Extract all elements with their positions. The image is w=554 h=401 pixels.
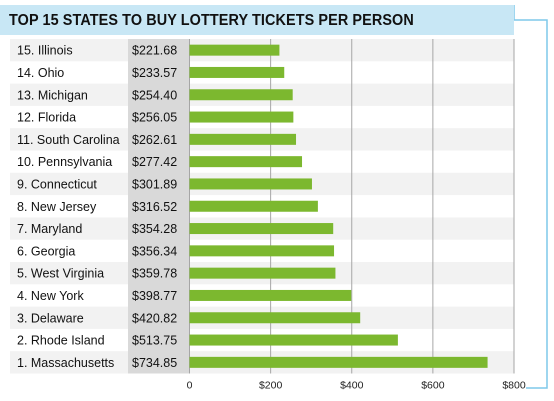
value-labels: $221.68 $233.57 $254.40 $256.05 $262.61 $277.… [132,44,177,370]
category-label: 13. Michigan [17,88,88,102]
x-tick-label: $800 [502,380,526,392]
category-label: 11. South Carolina [17,133,120,147]
bar [189,267,336,279]
value-label: $356.34 [132,244,177,258]
bar [189,44,280,56]
category-label: 3. Delaware [17,311,84,325]
category-label: 12. Florida [17,111,76,125]
category-label: 5. West Virginia [17,267,104,281]
value-label: $316.52 [132,200,177,214]
bar [189,245,335,257]
bar [189,178,312,190]
bar [189,111,294,123]
bars [189,44,488,368]
category-label: 14. Ohio [17,66,64,80]
bar [189,89,293,101]
x-axis-ticks: 0 $200 $400 $600 $800 [187,380,526,392]
bar [189,312,361,324]
value-label: $734.85 [132,356,177,370]
bar [189,289,352,301]
value-label: $256.05 [132,111,177,125]
category-label: 4. New York [17,289,84,303]
bar [189,200,318,212]
x-tick-label: $400 [340,380,364,392]
category-label: 15. Illinois [17,44,73,58]
value-label: $301.89 [132,177,177,191]
category-label: 1. Massachusetts [17,356,114,370]
value-label: $420.82 [132,311,177,325]
x-tick-label: $600 [421,380,445,392]
value-label: $254.40 [132,88,177,102]
bar [189,356,488,368]
bar [189,133,297,145]
category-label: 8. New Jersey [17,200,97,214]
value-column-background [128,39,189,374]
value-label: $221.68 [132,44,177,58]
value-label: $359.78 [132,267,177,281]
value-label: $513.75 [132,334,177,348]
bar [189,66,285,78]
bar [189,223,334,235]
x-tick-label: 0 [187,380,193,392]
value-label: $277.42 [132,155,177,169]
value-label: $398.77 [132,289,177,303]
bar [189,334,398,346]
value-label: $262.61 [132,133,177,147]
category-label: 9. Connecticut [17,177,97,191]
value-label: $354.28 [132,222,177,236]
category-label: 2. Rhode Island [17,334,105,348]
x-tick-label: $200 [259,380,283,392]
title-bar: TOP 15 STATES TO BUY LOTTERY TICKETS PER… [0,5,514,35]
value-label: $233.57 [132,66,177,80]
bar [189,156,303,168]
category-label: 6. Georgia [17,244,75,258]
category-label: 10. Pennsylvania [17,155,112,169]
category-label: 7. Maryland [17,222,82,236]
category-labels: 15. Illinois 14. Ohio 13. Michigan 12. Flor… [17,44,120,370]
chart-title: TOP 15 STATES TO BUY LOTTERY TICKETS PER… [9,12,414,29]
